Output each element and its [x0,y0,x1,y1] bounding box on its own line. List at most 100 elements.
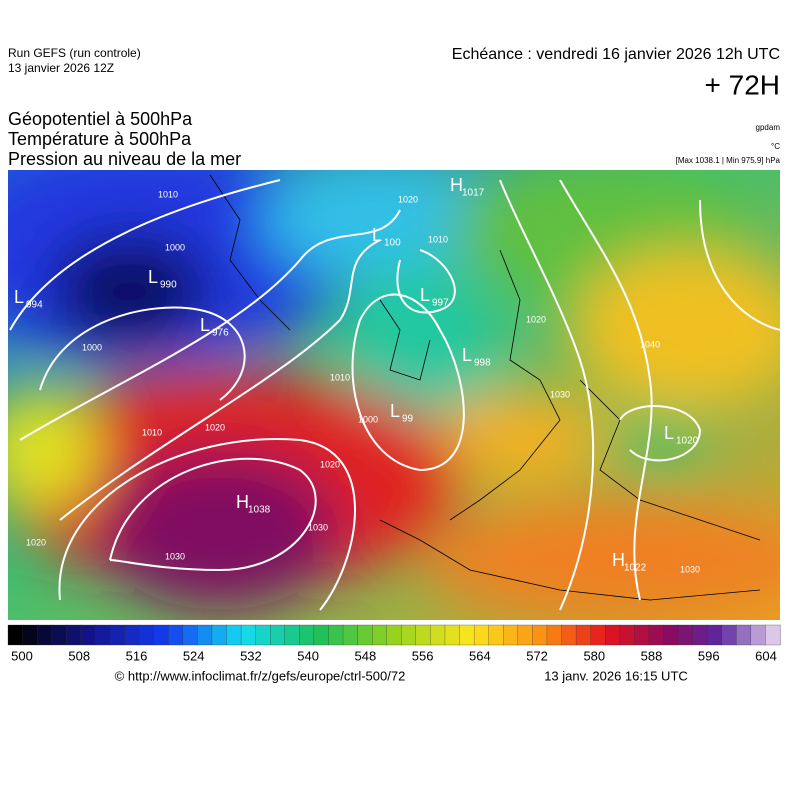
map [8,170,780,620]
title: Géopotentiel à 500hPa [8,109,193,129]
scale-cell [750,624,767,646]
isobar-label: 1010 [428,234,448,244]
scale-cell [444,624,461,646]
scale-cell [284,624,300,646]
valid-time: Echéance : vendredi 16 janvier 2026 12h … [452,46,780,63]
scale-cell [648,624,665,646]
scale-cell [561,624,577,646]
scale-tick-label: 556 [412,648,434,663]
scale-cell [619,624,635,646]
scale-tick-label: 524 [183,648,205,663]
scale-cell [95,624,111,646]
scale-cell [707,624,723,646]
center-value: 976 [212,328,229,339]
scale-cell [488,624,504,646]
scale-cell [226,624,242,646]
scale-cell [197,624,213,646]
scale-cell [386,624,402,646]
scale-tick-label: 516 [126,648,148,663]
scale-cell [182,624,199,646]
scale-cell [372,624,388,646]
center-kind: H [612,550,625,570]
center-kind: L [148,267,158,287]
isobar-label: 1030 [550,389,570,399]
center-kind: L [14,287,24,307]
scale-cell [36,624,53,646]
run: Run GEFS (run controle) [8,46,141,60]
unit: [Max 1038.1 | Min 975.9] hPa [676,156,781,165]
scale-cell [51,624,67,646]
center-value: 1020 [676,436,699,447]
center-value: 997 [432,298,449,309]
scale-cell [299,624,315,646]
scale-cell [503,624,519,646]
scale-tick-label: 532 [240,648,262,663]
scale-tick-label: 564 [469,648,491,663]
center-value: 998 [474,358,491,369]
center-value: 1017 [462,188,485,199]
center-kind: L [420,285,430,305]
center-kind: L [200,315,210,335]
scale-cell [721,624,737,646]
scale-tick-label: 572 [526,648,548,663]
center-value: 99 [402,414,414,425]
center-value: 100 [384,238,401,249]
isobar-label: 1020 [398,194,418,204]
isobar-label: 1040 [640,339,660,349]
scale-cell [66,624,82,646]
scale-cell [211,624,228,646]
isobar-label: 1000 [165,242,185,252]
title: Température à 500hPa [8,129,192,149]
isobar-label: 1000 [358,414,378,424]
isobar-label: 1000 [82,342,102,352]
scale-cell [575,624,592,646]
scale-cell [328,624,344,646]
scale-tick-label: 540 [297,648,319,663]
title: Pression au niveau de la mer [8,149,241,169]
scale-tick-label: 588 [641,648,663,663]
scale-cell [313,624,330,646]
isobar-label: 1030 [308,522,328,532]
scale-cell [255,624,271,646]
center-value: 1022 [624,563,647,574]
scale-cell [168,624,184,646]
unit: gpdam [756,123,781,132]
center-value: 990 [160,280,177,291]
lead-time: + 72H [705,69,781,100]
scale-cell [153,624,169,646]
center-kind: H [236,492,249,512]
scale-cell [415,624,432,646]
isobar-label: 1020 [526,314,546,324]
scale-cell [138,624,155,646]
scale-cell [546,624,563,646]
scale-cell [517,624,534,646]
scale-cell [357,624,373,646]
scale-tick-label: 604 [755,648,777,663]
issued: 13 janv. 2026 16:15 UTC [544,668,688,683]
scale-cell [240,624,257,646]
scale-tick-label: 548 [355,648,377,663]
scale-cell [736,624,752,646]
scale-cell [109,624,126,646]
scale-cell [692,624,708,646]
center-kind: L [372,225,382,245]
scale-cell [605,624,621,646]
unit: °C [771,142,780,151]
scale-cell [430,624,446,646]
scale-cell [124,624,140,646]
center-kind: L [664,423,674,443]
scale-cell [401,624,417,646]
scale-cell [459,624,475,646]
center-kind: L [390,401,400,421]
scale-cell [7,624,24,646]
isobar-label: 1010 [142,427,162,437]
isobar-label: 1030 [680,564,700,574]
scale-tick-label: 596 [698,648,720,663]
scale-tick-label: 500 [11,648,33,663]
scale-cell [532,624,548,646]
center-value: 994 [26,300,43,311]
isobar-label: 1020 [320,459,340,469]
isobar-label: 1010 [158,189,178,199]
scale-cell [663,624,679,646]
